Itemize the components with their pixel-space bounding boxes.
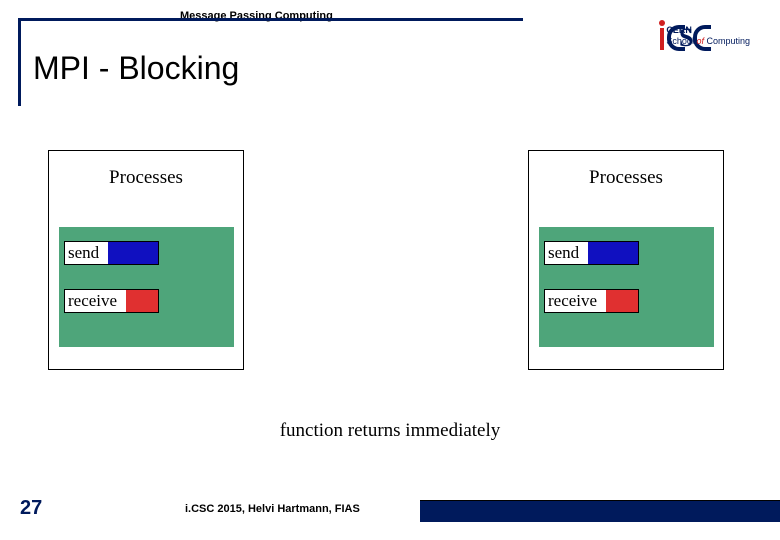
page-number: 27 [20,497,42,520]
logo-line2b: Computing [704,36,750,46]
receive-box-right: receive [544,289,639,313]
send-fill-right [588,242,638,264]
process-title-left: Processes [49,167,243,189]
process-box-right: Processes send receive [528,150,724,370]
slide-title: MPI - Blocking [33,50,239,87]
slide-caption: function returns immediately [0,420,780,442]
title-rule-h [18,18,523,21]
process-title-right: Processes [529,167,723,189]
process-body-right: send receive [539,227,714,347]
footer-bar [420,500,780,522]
logo-line2a: School [666,36,696,46]
footer-credit: i.CSC 2015, Helvi Hartmann, FIAS [185,503,360,515]
receive-box-left: receive [64,289,159,313]
send-box-left: send [64,241,159,265]
logo-line2of: of [696,36,704,46]
receive-fill-left [126,290,158,312]
send-box-right: send [544,241,639,265]
receive-fill-right [606,290,638,312]
send-fill-left [108,242,158,264]
process-box-left: Processes send receive [48,150,244,370]
logo-text: CERN School of Computing [666,25,750,47]
receive-label-right: receive [548,291,597,310]
receive-label-left: receive [68,291,117,310]
process-body-left: send receive [59,227,234,347]
logo-line1: CERN [666,25,692,35]
send-label-left: send [68,243,99,262]
title-rule-v [18,18,21,106]
send-label-right: send [548,243,579,262]
cern-logo: S CERN School of Computing [660,20,750,75]
